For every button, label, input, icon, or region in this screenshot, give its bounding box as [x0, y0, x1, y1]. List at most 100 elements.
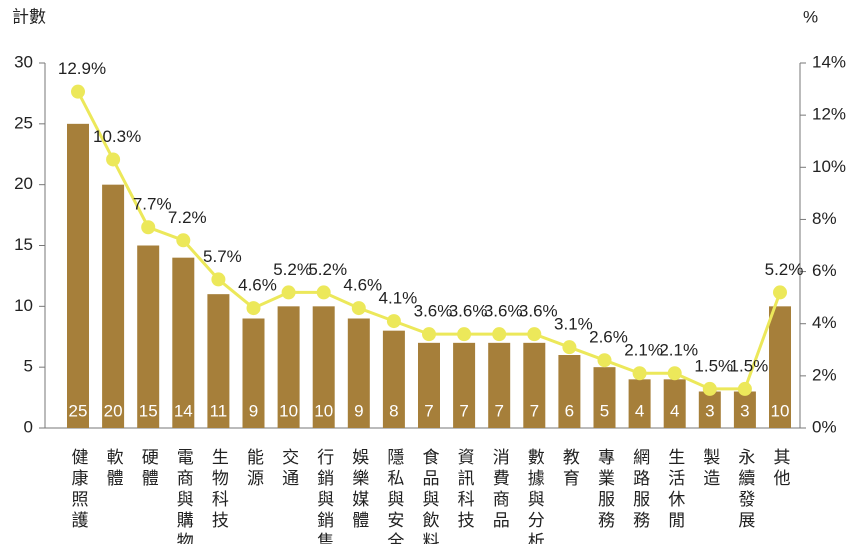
point-label: 5.2%	[308, 260, 347, 279]
point	[773, 285, 787, 300]
y2-tick-label: 0%	[812, 417, 837, 436]
point	[351, 301, 366, 316]
x-tick-label: 消費商品	[490, 448, 510, 532]
point-label: 2.6%	[589, 328, 628, 347]
bar	[67, 123, 89, 428]
x-tick-label: 隱私與安全	[384, 448, 404, 544]
x-tick-label: 食品與飲料	[420, 448, 440, 544]
point	[702, 381, 717, 396]
bar	[172, 257, 195, 428]
x-tick-label: 教育	[560, 448, 580, 490]
x-tick-label: 生物科技	[209, 448, 229, 532]
point	[597, 353, 612, 368]
bar-label: 4	[635, 401, 644, 420]
bar	[382, 330, 405, 428]
bar	[102, 184, 125, 428]
point-label: 4.6%	[238, 276, 277, 295]
point	[422, 327, 436, 342]
point	[176, 233, 191, 248]
point-label: 3.6%	[519, 302, 558, 321]
bar-label: 10	[314, 401, 333, 420]
point	[106, 152, 121, 167]
bar	[733, 391, 756, 428]
y-tick-label: 0	[24, 417, 33, 436]
bar-label: 25	[69, 401, 88, 420]
bar	[242, 318, 265, 428]
y2-axis-title: %	[803, 7, 818, 26]
point-label: 1.5%	[694, 356, 733, 375]
point-label: 7.2%	[168, 208, 207, 227]
point-label: 3.1%	[554, 315, 593, 334]
bar-label: 20	[104, 401, 123, 420]
bar-label: 3	[705, 401, 714, 420]
y2-tick-label: 10%	[812, 157, 846, 176]
x-tick-label: 數據與分析	[525, 448, 545, 544]
bar	[593, 367, 616, 428]
y2-tick-label: 2%	[812, 365, 837, 384]
point-label: 5.7%	[203, 247, 242, 266]
point	[246, 301, 261, 316]
y2-tick-label: 4%	[812, 313, 837, 332]
bar	[418, 342, 440, 428]
y-tick-label: 10	[14, 296, 33, 315]
bar-label: 3	[740, 401, 749, 420]
point-label: 2.1%	[624, 341, 663, 360]
point-label: 10.3%	[93, 127, 141, 146]
x-tick-label: 永續發展	[735, 448, 755, 532]
x-tick-label: 專業服務	[595, 448, 615, 532]
bar	[523, 342, 546, 428]
x-tick-label: 健康照護	[69, 448, 89, 532]
y-tick-label: 25	[14, 113, 33, 132]
x-tick-label: 娛樂媒體	[349, 448, 369, 532]
point	[527, 327, 542, 342]
bar-label: 6	[565, 401, 574, 420]
point	[71, 84, 85, 99]
y-tick-label: 30	[14, 52, 33, 71]
bar	[663, 379, 686, 428]
bar	[453, 342, 476, 428]
point	[492, 327, 507, 342]
bar	[698, 391, 721, 428]
point-label: 3.6%	[449, 302, 488, 321]
point	[457, 327, 472, 342]
y2-tick-label: 8%	[812, 209, 837, 228]
bar	[347, 318, 370, 428]
x-tick-label: 資訊科技	[455, 448, 475, 532]
bar-label: 4	[670, 401, 679, 420]
x-tick-label: 網路服務	[630, 448, 650, 532]
bar	[207, 294, 230, 428]
x-tick-label: 交通	[279, 448, 299, 490]
y2-tick-label: 6%	[812, 261, 837, 280]
y-tick-label: 15	[14, 235, 33, 254]
point-label: 1.5%	[730, 356, 769, 375]
point-label: 4.6%	[343, 276, 382, 295]
bar-label: 7	[494, 401, 503, 420]
x-tick-label: 軟體	[104, 448, 124, 490]
point-label: 5.2%	[273, 260, 312, 279]
x-tick-label: 生活休閒	[665, 448, 685, 532]
x-tick-label: 硬體	[139, 448, 159, 490]
point-label: 7.7%	[133, 195, 172, 214]
point-label: 12.9%	[58, 59, 106, 78]
point-label: 4.1%	[379, 289, 418, 308]
bar	[488, 342, 511, 428]
point	[316, 285, 331, 300]
bar	[558, 355, 581, 428]
y2-tick-label: 12%	[812, 105, 846, 124]
point	[211, 272, 226, 287]
bar	[628, 379, 651, 428]
bar-label: 8	[389, 401, 398, 420]
bar-label: 15	[139, 401, 158, 420]
bar	[312, 306, 335, 428]
point	[386, 314, 401, 329]
point	[562, 340, 577, 355]
bar	[769, 306, 791, 428]
y-axis-title: 計數	[12, 7, 46, 26]
bar-label: 5	[600, 401, 609, 420]
bar-label: 9	[249, 401, 258, 420]
x-tick-label: 能源	[244, 448, 264, 490]
bar-label: 11	[210, 401, 228, 420]
y2-tick-label: 14%	[812, 52, 846, 71]
bar-label: 10	[279, 401, 298, 420]
